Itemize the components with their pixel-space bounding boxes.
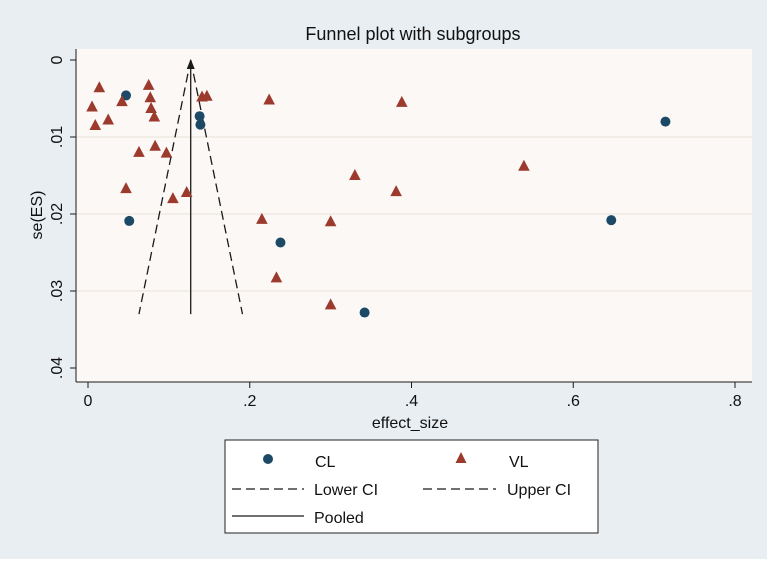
vl-point [201,89,213,101]
vl-point [86,100,98,112]
cl-point [359,307,370,318]
legend-cl-marker [263,454,273,464]
vl-point [324,215,337,227]
vl-point [93,81,106,93]
vl-point [395,95,408,107]
funnel-lines [138,59,244,315]
upper-ci-line [190,59,244,315]
cl-point [606,215,617,226]
y-tick-label: .03 [49,280,66,302]
vl-point [518,159,530,171]
vl-point [160,146,173,158]
vl-point [120,182,132,194]
x-tick-label: .8 [728,393,741,410]
x-axis-label: effect_size [372,415,448,432]
vl-point [390,185,402,197]
vl-point [149,139,161,151]
legend: CL VL Lower CI Upper CI Pooled [224,439,599,534]
cl-point [194,111,205,122]
pooled-arrowhead [186,59,195,69]
cl-point [660,116,671,127]
y-tick-label: .02 [49,203,66,225]
vl-point [256,212,268,224]
x-tick-label: 0 [84,393,93,410]
vl-point [102,113,115,125]
vl-point [116,95,128,107]
legend-box [224,439,599,534]
vl-point [263,93,275,105]
legend-cl-label: CL [315,454,336,471]
y-tick-label: .04 [49,357,66,379]
data-points [86,78,671,318]
gridlines [76,136,752,292]
vl-point [89,118,102,130]
plot-area [76,49,752,382]
vl-point [148,110,161,122]
x-tick-label: .2 [243,393,256,410]
cl-point [275,237,286,248]
chart-title: Funnel plot with subgroups [305,24,520,44]
axes: 0 .2 .4 .6 .8 0 .01 .02 .03 .04 [49,49,752,410]
vl-point [133,145,145,157]
legend-pooled-label: Pooled [314,510,364,527]
cl-point [195,119,206,130]
vl-point [180,185,193,197]
lower-ci-line [138,59,192,315]
x-tick-label: .4 [405,393,418,410]
vl-point [145,102,157,114]
vl-point [270,271,283,283]
cl-point [124,215,135,226]
legend-vl-label: VL [509,454,529,471]
legend-upper-ci-label: Upper CI [507,482,571,499]
y-tick-label: 0 [49,55,66,64]
vl-point [142,78,155,90]
vl-point [144,91,157,103]
legend-vl-marker [455,452,467,463]
x-tick-label: .6 [567,393,580,410]
vl-point [167,192,179,204]
y-axis-label: se(ES) [29,191,46,240]
y-tick-label: .01 [49,126,66,148]
vl-point [324,298,337,310]
vl-point [349,169,361,180]
cl-point [121,90,132,101]
legend-lower-ci-label: Lower CI [314,482,378,499]
